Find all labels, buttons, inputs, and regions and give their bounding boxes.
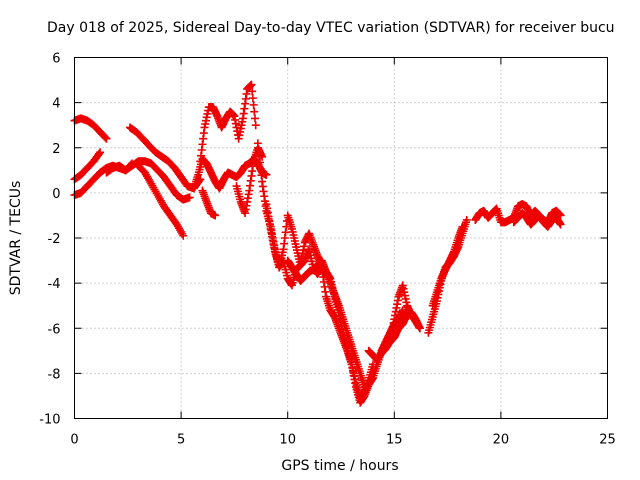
x-tick-label: 0 (70, 433, 78, 448)
y-tick-label: -6 (48, 322, 61, 337)
data-point (248, 94, 257, 103)
data-point (248, 87, 257, 96)
data-point (96, 148, 105, 157)
y-axis-label: SDTVAR / TECUs (8, 181, 24, 296)
x-tick-label: 10 (279, 433, 296, 448)
series-arc-02 (70, 148, 105, 184)
data-point (247, 80, 256, 89)
data-point (251, 114, 260, 123)
y-tick-label: -4 (48, 277, 61, 292)
series-arc-13 (283, 256, 369, 391)
data-point (185, 193, 194, 202)
series-arc-10 (232, 143, 267, 218)
y-tick-label: -2 (48, 232, 61, 247)
series-arc-04 (102, 159, 137, 177)
x-tick-label: 20 (493, 433, 510, 448)
chart-title: Day 018 of 2025, Sidereal Day-to-day VTE… (47, 20, 615, 36)
series-arc-01 (70, 114, 111, 143)
y-tick-label: 0 (52, 187, 60, 202)
data-point (251, 121, 260, 130)
data-point (101, 133, 110, 142)
series-arc-06 (134, 161, 188, 240)
x-tick-label: 25 (599, 433, 616, 448)
data-point (102, 134, 111, 143)
y-tick-label: -10 (39, 413, 60, 428)
series-arc-17 (428, 222, 467, 310)
data-markers (70, 80, 565, 407)
y-tick-label: 2 (52, 142, 60, 157)
y-tick-label: 4 (52, 97, 60, 112)
data-point (126, 160, 135, 169)
series-arc-19 (509, 209, 565, 231)
data-point (249, 100, 258, 109)
data-point (360, 382, 369, 391)
series-arc-16 (424, 215, 471, 337)
axis-ticks: 0 5 10 15 20 25 -10 -8 -6 -4 -2 0 2 4 6 (39, 52, 616, 448)
data-point (128, 159, 137, 168)
data-point (458, 222, 467, 231)
data-point (95, 149, 104, 158)
grid (74, 57, 608, 419)
data-point (462, 215, 471, 224)
series-arc-08 (196, 80, 260, 166)
y-tick-label: -8 (48, 367, 61, 382)
data-point (556, 220, 565, 229)
series-arc-09 (198, 186, 220, 220)
x-tick-label: 5 (177, 433, 185, 448)
y-tick-label: 6 (52, 52, 60, 67)
data-point (415, 324, 424, 333)
data-point (211, 211, 220, 220)
series-arc-15 (386, 308, 424, 346)
data-point (368, 360, 377, 369)
plot-frame (74, 57, 608, 419)
data-point (179, 231, 188, 240)
x-tick-label: 15 (386, 433, 403, 448)
x-axis-label: GPS time / hours (281, 458, 398, 474)
data-point (250, 107, 259, 116)
